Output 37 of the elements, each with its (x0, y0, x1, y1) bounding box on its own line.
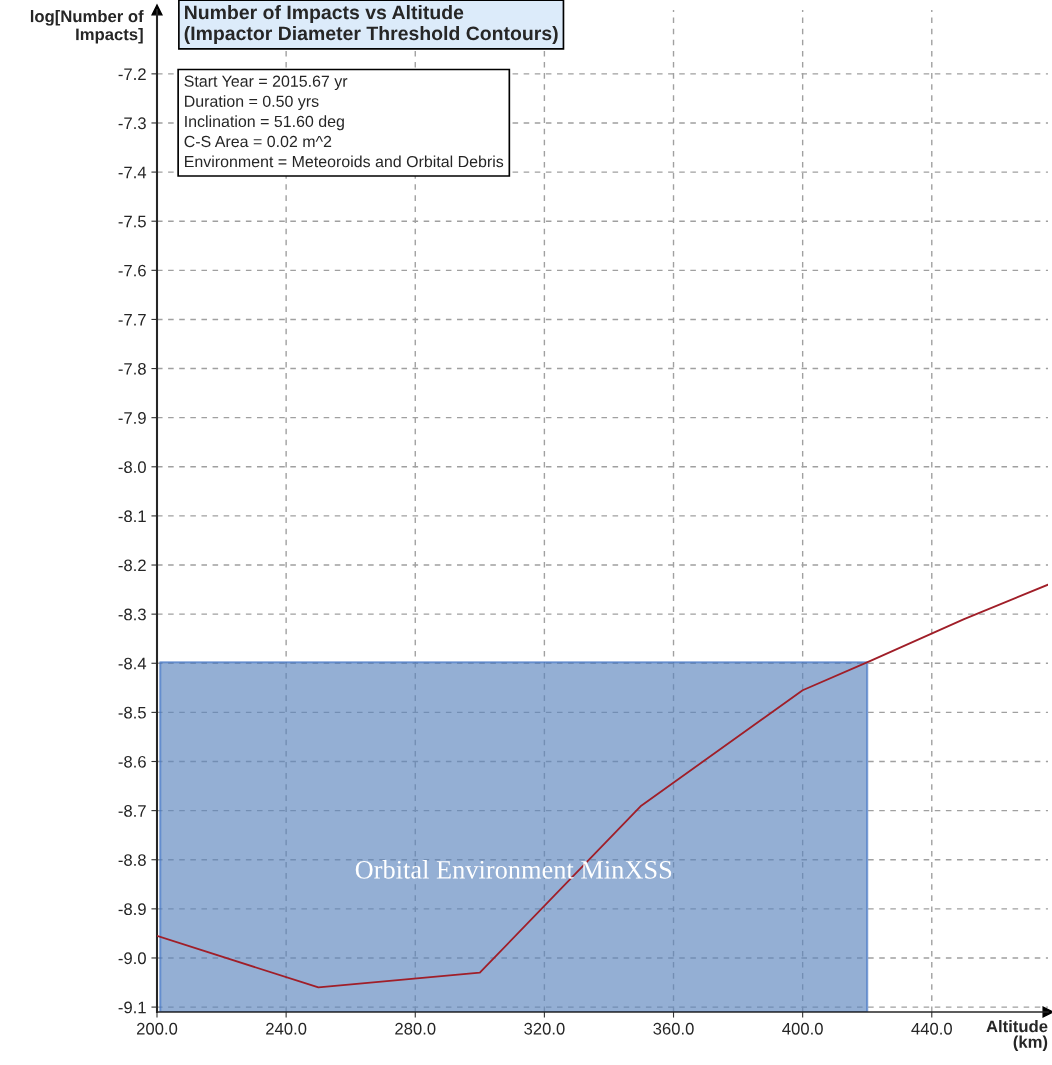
y-tick-label: -7.9 (118, 412, 146, 424)
y-tick-label: -7.7 (118, 314, 146, 326)
line-series (157, 583, 1048, 989)
y-tick-label: -9.1 (118, 1001, 146, 1014)
x-tick-label: 320.0 (524, 1022, 565, 1035)
annotation: C-S Area = 0.02 m^2 (184, 135, 332, 148)
y-tick-label: -7.8 (118, 362, 146, 375)
y-tick-label: -8.9 (118, 903, 146, 916)
x-tick-label: 200.0 (136, 1022, 178, 1035)
y-tick-label: -8.2 (118, 559, 146, 572)
y-tick-label: -7.4 (118, 166, 147, 179)
y-axis-title: log[Number of Impacts] (30, 10, 144, 44)
y-tick-label: -7.3 (118, 117, 146, 130)
chart-title: Number of Impacts vs Altitude (Impactor Diameter Threshold Contours) (184, 4, 558, 45)
y-tick-label: -8.0 (118, 461, 146, 473)
x-tick-label: 440.0 (911, 1022, 952, 1035)
x-tick-label: 240.0 (266, 1022, 307, 1035)
y-tick-label: -8.8 (118, 854, 146, 866)
y-tick-label: -7.5 (118, 215, 146, 228)
y-tick-label: -8.3 (118, 608, 146, 621)
y-tick-label: -9.0 (118, 952, 146, 965)
annotation: Duration = 0.50 yrs (185, 95, 319, 111)
x-axis-title: Altitude (km) (986, 1020, 1048, 1052)
band-label: Orbital Environment MinXSS (355, 860, 672, 879)
x-tick-label: 400.0 (782, 1022, 823, 1035)
x-tick-label: 360.0 (653, 1022, 694, 1035)
annotation: Environment = Meteoroids and Orbital Debris (185, 155, 504, 168)
annotation: Start Year = 2015.67 yr (184, 75, 348, 91)
y-tick-label: -8.6 (118, 755, 146, 768)
y-tick-label: -8.1 (118, 510, 146, 523)
y-tick-label: -7.2 (118, 68, 146, 80)
y-tick-label: -7.6 (118, 264, 146, 277)
y-tick-label: -8.5 (118, 706, 146, 719)
y-tick-label: -8.4 (118, 657, 147, 670)
y-tick-label: -8.7 (118, 805, 146, 817)
x-tick-label: 280.0 (395, 1022, 436, 1035)
annotation: Inclination = 51.60 deg (185, 115, 344, 131)
